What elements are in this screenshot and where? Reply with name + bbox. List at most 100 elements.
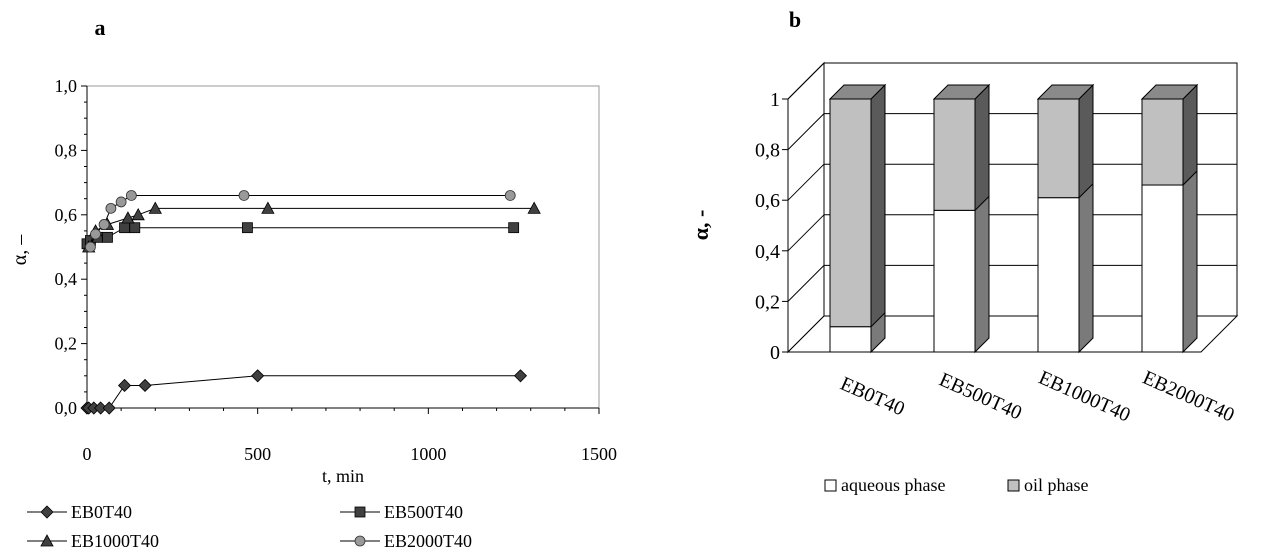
- y-tick-label: 0,2: [755, 291, 780, 313]
- bar-side: [1078, 83, 1094, 199]
- y-tick-label: 0,6: [755, 190, 780, 212]
- series-eb2000t40: [85, 190, 516, 253]
- data-point: [121, 211, 135, 224]
- series-line: [87, 375, 521, 409]
- series-line: [89, 195, 511, 248]
- bar-side: [974, 83, 990, 212]
- x-tick-label: 1000: [410, 444, 446, 464]
- legend-item: aqueous phase: [824, 475, 945, 495]
- gridline-side: [787, 265, 825, 302]
- chart-a: a 0,00,20,40,60,81,00 500 1000 1500 t, min …: [9, 15, 617, 551]
- data-point: [131, 207, 145, 221]
- gridline-side: [787, 163, 825, 201]
- legend-swatch: [1007, 479, 1020, 492]
- y-tick-label: 0,4: [755, 241, 780, 263]
- data-point: [115, 196, 127, 208]
- panel-b-label: b: [789, 7, 801, 32]
- bar-segment-aqueous-phase: [829, 326, 872, 353]
- data-point: [148, 201, 162, 214]
- data-point: [242, 222, 253, 234]
- chart-a-axes: 0,0 0,2 0,4 0,6 0,8 1,0 0 500 1000 1500: [55, 76, 618, 464]
- data-point: [504, 190, 516, 201]
- legend-marker: [40, 534, 54, 547]
- series-eb500t40: [81, 222, 520, 250]
- legend-label: oil phase: [1024, 475, 1089, 495]
- legend-marker: [354, 535, 366, 547]
- x-tick-label: EB1000T40: [1035, 367, 1133, 427]
- x-tick-label: 0: [83, 444, 92, 464]
- bar-segment-aqueous-phase: [1141, 184, 1184, 353]
- side-wall: [787, 61, 825, 354]
- legend-item: EB2000T40: [340, 531, 472, 551]
- data-point: [102, 231, 113, 243]
- y-tick-label: 0,8: [755, 140, 780, 162]
- y-tick-label: 0,2: [55, 334, 78, 354]
- data-point: [138, 378, 152, 393]
- data-point: [105, 202, 117, 214]
- y-tick-label: 0: [770, 342, 780, 364]
- data-point: [251, 369, 265, 383]
- data-point: [98, 219, 110, 230]
- data-point: [102, 401, 116, 415]
- y-tick-label: 0,8: [55, 140, 78, 160]
- legend-marker: [354, 506, 366, 518]
- bar-side: [1182, 83, 1198, 187]
- data-point: [119, 222, 130, 234]
- data-point: [117, 378, 132, 393]
- chart-b-y-axis-label: α, -: [688, 210, 713, 241]
- y-tick-label: 1,0: [55, 76, 78, 96]
- series-eb1000t40: [82, 201, 541, 253]
- bar-segment-oil-phase: [829, 98, 872, 328]
- bar-top: [1140, 84, 1199, 100]
- legend-item: EB0T40: [27, 502, 132, 522]
- legend-label: EB0T40: [71, 502, 132, 522]
- x-tick-label: 1500: [581, 444, 617, 464]
- chart-b-bars: [828, 83, 1199, 354]
- bar-top: [1036, 84, 1095, 100]
- bar-segment-aqueous-phase: [933, 209, 976, 353]
- data-point: [129, 222, 141, 234]
- bar-segment-aqueous-phase: [1037, 197, 1080, 353]
- series-eb0t40: [80, 369, 528, 415]
- data-point: [508, 222, 520, 234]
- bar-eb1000t40: [1036, 83, 1095, 354]
- y-tick-label: 0,4: [55, 269, 78, 289]
- chart-b-legend: aqueous phase oil phase: [824, 475, 1089, 495]
- gridline-side: [787, 214, 825, 252]
- chart-a-plot-area: [86, 85, 600, 409]
- data-point: [85, 241, 96, 253]
- legend-label: EB1000T40: [71, 531, 159, 551]
- data-point: [90, 228, 101, 240]
- data-point: [261, 201, 275, 214]
- chart-a-series: [80, 190, 541, 415]
- bar-segment-oil-phase: [933, 98, 976, 211]
- bar-side: [1182, 169, 1198, 354]
- legend-label: EB500T40: [384, 502, 463, 522]
- x-tick-label: EB0T40: [837, 373, 908, 421]
- x-tick-label: EB2000T40: [1139, 367, 1237, 427]
- chart-a-x-axis-label: t, min: [322, 466, 364, 486]
- data-point: [527, 201, 541, 214]
- bar-eb0t40: [828, 83, 887, 354]
- legend-item: EB500T40: [340, 502, 463, 522]
- legend-marker: [40, 505, 54, 519]
- chart-a-legend: EB0T40 EB500T40 EB1000T40 EB2000T40: [27, 502, 472, 551]
- legend-label: aqueous phase: [841, 475, 945, 495]
- y-tick-label: 1: [770, 89, 780, 111]
- bar-segment-oil-phase: [1037, 98, 1080, 199]
- bar-side: [974, 195, 990, 354]
- legend-swatch: [824, 479, 837, 492]
- bar-segment-oil-phase: [1141, 98, 1184, 186]
- data-point: [125, 190, 137, 201]
- bar-eb2000t40: [1140, 83, 1199, 354]
- chart-b: b 0 0,2 0,4 0,6 0,8 1 EB0T40 EB500T40 EB1000T40 E…: [688, 7, 1239, 495]
- legend-item: oil phase: [1007, 475, 1089, 495]
- gridline-side: [787, 62, 825, 100]
- bar-eb500t40: [932, 83, 991, 354]
- bar-side: [870, 83, 886, 328]
- data-point: [513, 369, 528, 383]
- chart-a-y-axis-label: α, –: [9, 234, 31, 265]
- y-tick-label: 0,6: [55, 205, 78, 225]
- y-tick-label: 0,0: [55, 398, 78, 418]
